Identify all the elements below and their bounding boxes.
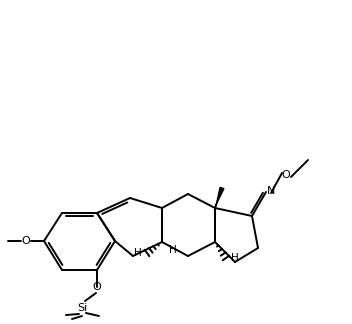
Text: H: H (134, 248, 142, 258)
Text: H: H (169, 245, 177, 255)
Polygon shape (214, 187, 224, 208)
Text: O: O (21, 236, 30, 246)
Text: Si: Si (77, 303, 87, 313)
Text: O: O (93, 282, 101, 292)
Text: H: H (231, 253, 239, 263)
Text: N: N (267, 186, 275, 196)
Text: O: O (282, 170, 290, 180)
